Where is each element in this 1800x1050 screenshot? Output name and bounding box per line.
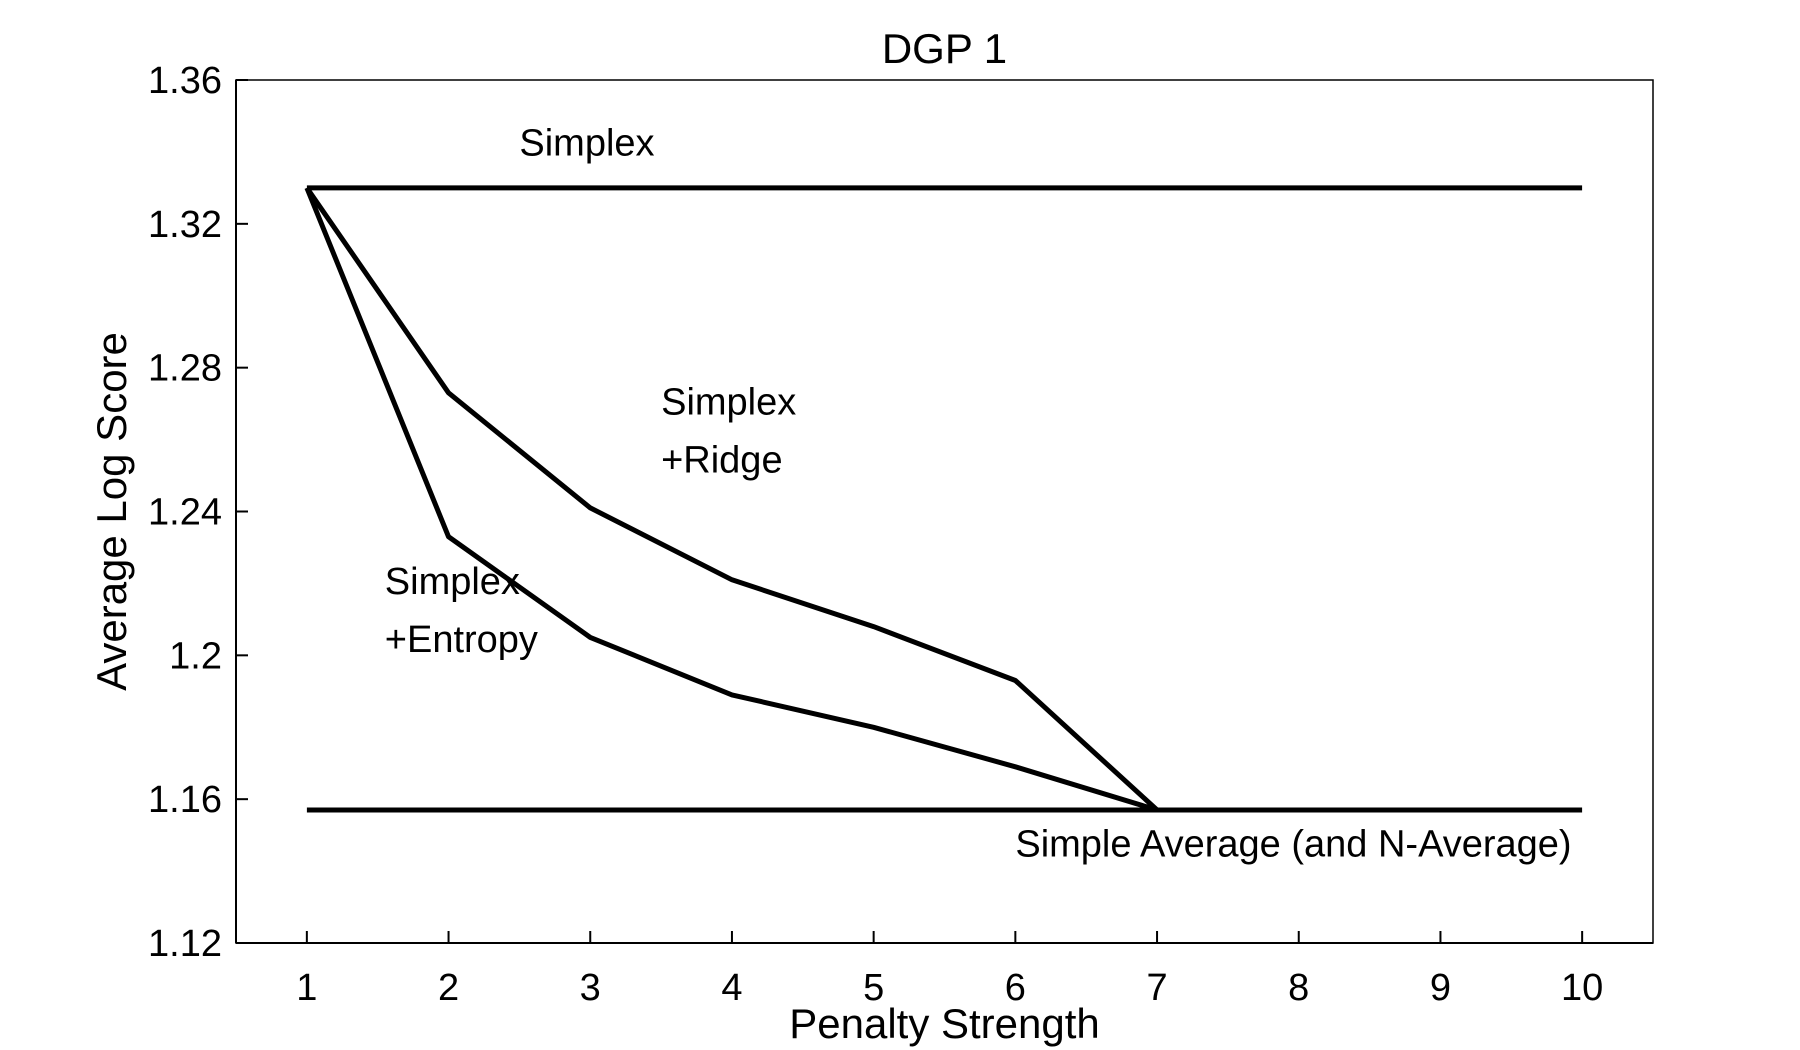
annotation-average: Simple Average (and N-Average) — [1015, 824, 1571, 866]
series-line-ridge — [304, 186, 1159, 812]
annotation-line: Simplex — [385, 561, 520, 603]
x-axis-ticks: 1 2 3 4 5 6 7 8 9 10 — [296, 931, 1603, 1009]
annotation-simplex: Simplex — [519, 123, 654, 165]
annotation-entropy: Simplex +Entropy — [385, 561, 538, 661]
plot-area-frame — [235, 79, 1654, 944]
x-tick-label: 6 — [1005, 967, 1026, 1009]
y-tick-label: 1.2 — [169, 635, 222, 677]
annotation-line: Simplex — [661, 381, 796, 423]
y-tick-label: 1.36 — [148, 60, 222, 102]
y-tick-label: 1.32 — [148, 204, 222, 246]
y-axis-ticks: 1.12 1.16 1.2 1.24 1.28 1.32 1.36 — [148, 60, 248, 965]
x-tick-label: 10 — [1561, 967, 1603, 1009]
x-tick-label: 4 — [721, 967, 742, 1009]
x-tick-label: 3 — [580, 967, 601, 1009]
annotation-line: +Entropy — [385, 619, 538, 661]
annotation-line: +Ridge — [661, 439, 782, 481]
x-axis-label: Penalty Strength — [789, 1000, 1100, 1047]
y-tick-label: 1.24 — [148, 492, 222, 534]
annotation-line: Simplex — [519, 123, 654, 165]
y-tick-label: 1.16 — [148, 779, 222, 821]
annotation-ridge: Simplex +Ridge — [661, 381, 796, 481]
annotation-line: Simple Average (and N-Average) — [1015, 824, 1571, 866]
x-tick-label: 2 — [438, 967, 459, 1009]
y-tick-label: 1.12 — [148, 923, 222, 965]
y-tick-label: 1.28 — [148, 348, 222, 390]
x-tick-label: 7 — [1146, 967, 1167, 1009]
x-tick-label: 9 — [1430, 967, 1451, 1009]
chart-title: DGP 1 — [882, 25, 1007, 72]
x-tick-label: 8 — [1288, 967, 1309, 1009]
series-lines — [304, 185, 1583, 813]
series-line-entropy — [304, 186, 1158, 813]
x-tick-label: 5 — [863, 967, 884, 1009]
x-tick-label: 1 — [296, 967, 317, 1009]
y-axis-label: Average Log Score — [88, 332, 135, 691]
